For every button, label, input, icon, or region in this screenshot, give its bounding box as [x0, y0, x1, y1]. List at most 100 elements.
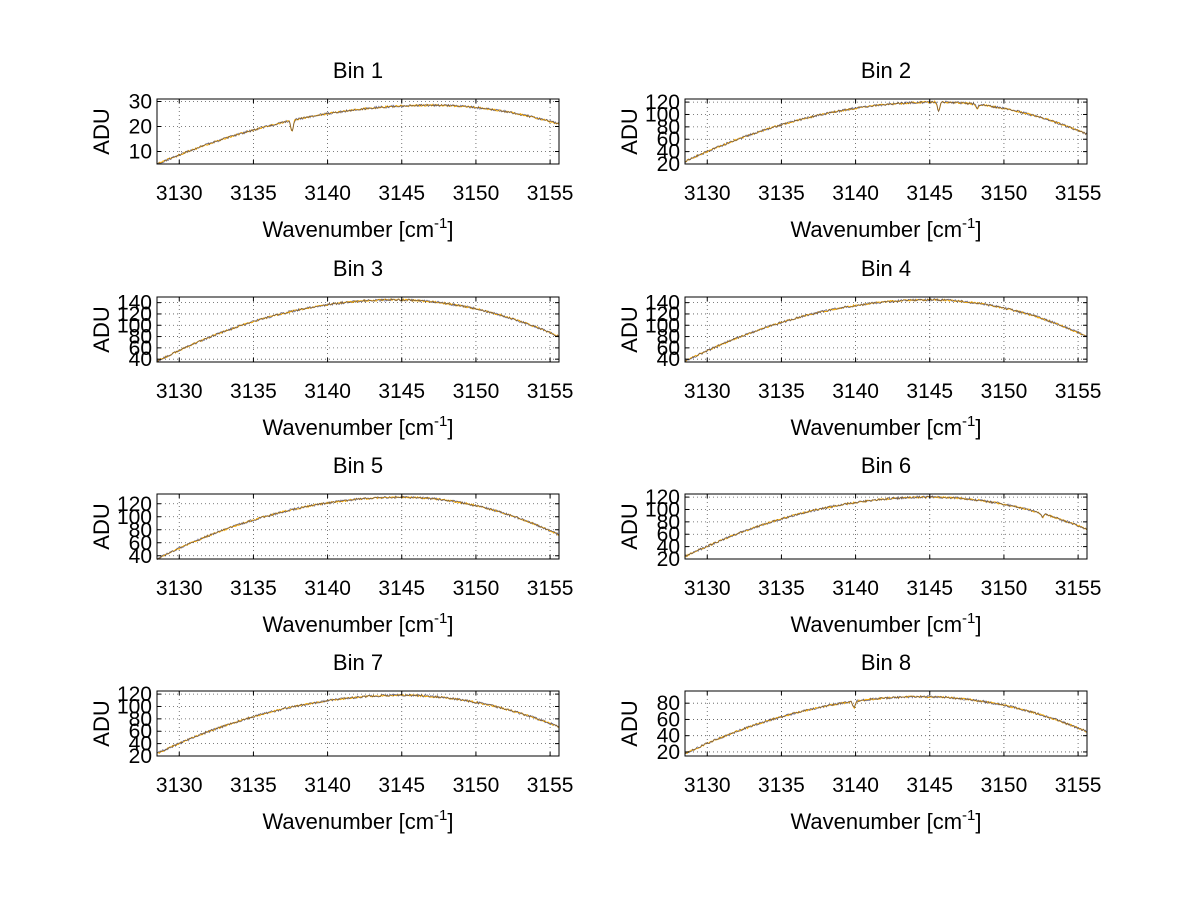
x-axis-label: Wavenumber [cm-1] — [262, 807, 453, 834]
y-axis-label: ADU — [617, 503, 642, 549]
x-tick-label: 3140 — [832, 380, 879, 403]
x-axis-label-main: Wavenumber [cm — [790, 415, 962, 440]
x-tick-label: 3140 — [832, 182, 879, 205]
x-tick-label: 3130 — [156, 380, 203, 403]
y-tick-label: 120 — [645, 91, 680, 114]
y-tick-label: 100 — [117, 506, 152, 529]
series-line — [156, 495, 560, 561]
y-tick-label: 120 — [117, 493, 152, 516]
plot-area — [157, 99, 559, 164]
y-tick-label: 100 — [117, 695, 152, 718]
subplot-title: Bin 8 — [861, 650, 911, 675]
axes-frame — [156, 98, 560, 165]
x-axis-label-main: Wavenumber [cm — [790, 217, 962, 242]
y-tick-label: 140 — [645, 292, 680, 315]
x-tick-label: 3145 — [906, 577, 953, 600]
subplot-title: Bin 6 — [861, 453, 911, 478]
x-tick-label: 3155 — [527, 380, 574, 403]
y-tick-label: 80 — [657, 116, 680, 139]
y-tick-label: 120 — [117, 303, 152, 326]
x-axis-label: Wavenumber [cm-1] — [262, 215, 453, 242]
y-axis-label: ADU — [617, 700, 642, 746]
x-tick-label: 3145 — [906, 774, 953, 797]
x-tick-label: 3145 — [906, 380, 953, 403]
x-tick-label: 3130 — [684, 182, 731, 205]
y-tick-label: 60 — [657, 708, 680, 731]
y-tick-label: 100 — [645, 498, 680, 521]
subplot-title: Bin 7 — [333, 650, 383, 675]
x-tick-label: 3145 — [378, 182, 425, 205]
y-tick-label: 80 — [129, 708, 152, 731]
x-tick-label: 3150 — [453, 577, 500, 600]
x-tick-label: 3145 — [906, 182, 953, 205]
x-tick-label: 3150 — [453, 182, 500, 205]
x-axis-label-superscript: -1 — [962, 610, 975, 627]
y-tick-label: 80 — [129, 326, 152, 349]
y-tick-label: 40 — [657, 725, 680, 748]
y-axis-label: ADU — [617, 306, 642, 352]
x-tick-label: 3140 — [832, 774, 879, 797]
x-axis-label-superscript: -1 — [434, 413, 447, 430]
y-tick-label: 80 — [657, 326, 680, 349]
axes-frame — [684, 296, 1088, 363]
y-axis-label: ADU — [617, 108, 642, 154]
axes-frame — [684, 690, 1088, 757]
x-tick-label: 3155 — [1055, 380, 1102, 403]
series-line — [684, 298, 1088, 362]
x-tick-label: 3150 — [981, 774, 1028, 797]
subplot-title: Bin 4 — [861, 256, 911, 281]
y-tick-label: 40 — [129, 545, 152, 568]
x-tick-label: 3140 — [304, 577, 351, 600]
y-tick-label: 40 — [129, 348, 152, 371]
x-tick-label: 3145 — [378, 380, 425, 403]
x-tick-label: 3135 — [230, 577, 277, 600]
subplot-title: Bin 2 — [861, 58, 911, 83]
plot-area — [157, 297, 559, 362]
y-tick-label: 80 — [129, 519, 152, 542]
plot-area — [157, 494, 559, 559]
y-tick-label: 100 — [645, 103, 680, 126]
y-tick-label: 80 — [657, 692, 680, 715]
x-tick-label: 3150 — [981, 577, 1028, 600]
x-tick-label: 3155 — [527, 577, 574, 600]
y-axis-label: ADU — [89, 503, 114, 549]
axes-frame — [156, 493, 560, 560]
y-tick-label: 120 — [645, 486, 680, 509]
y-tick-label: 100 — [117, 314, 152, 337]
x-tick-label: 3135 — [230, 182, 277, 205]
x-tick-label: 3155 — [1055, 774, 1102, 797]
x-axis-label-close: ] — [447, 612, 453, 637]
x-axis-label: Wavenumber [cm-1] — [790, 807, 981, 834]
x-tick-label: 3135 — [758, 182, 805, 205]
x-tick-label: 3150 — [981, 182, 1028, 205]
x-tick-label: 3140 — [304, 182, 351, 205]
x-tick-label: 3130 — [684, 380, 731, 403]
plot-area — [157, 691, 559, 756]
x-axis-label-close: ] — [447, 415, 453, 440]
axes-frame — [156, 690, 560, 757]
x-tick-label: 3135 — [758, 577, 805, 600]
x-tick-label: 3155 — [1055, 182, 1102, 205]
y-tick-label: 120 — [645, 303, 680, 326]
series-line — [684, 495, 1088, 557]
y-tick-label: 40 — [657, 536, 680, 559]
x-tick-label: 3135 — [230, 380, 277, 403]
x-tick-label: 3150 — [453, 380, 500, 403]
y-tick-label: 20 — [129, 116, 152, 139]
y-axis-label: ADU — [89, 700, 114, 746]
y-tick-label: 20 — [657, 548, 680, 571]
axes-frame — [156, 296, 560, 363]
x-tick-label: 3155 — [527, 182, 574, 205]
subplot-title: Bin 3 — [333, 256, 383, 281]
plot-area — [685, 99, 1087, 164]
x-tick-label: 3150 — [453, 774, 500, 797]
x-axis-label-main: Wavenumber [cm — [790, 809, 962, 834]
y-tick-label: 60 — [657, 337, 680, 360]
plot-area — [685, 297, 1087, 362]
y-tick-label: 80 — [657, 511, 680, 534]
x-axis-label-superscript: -1 — [962, 413, 975, 430]
